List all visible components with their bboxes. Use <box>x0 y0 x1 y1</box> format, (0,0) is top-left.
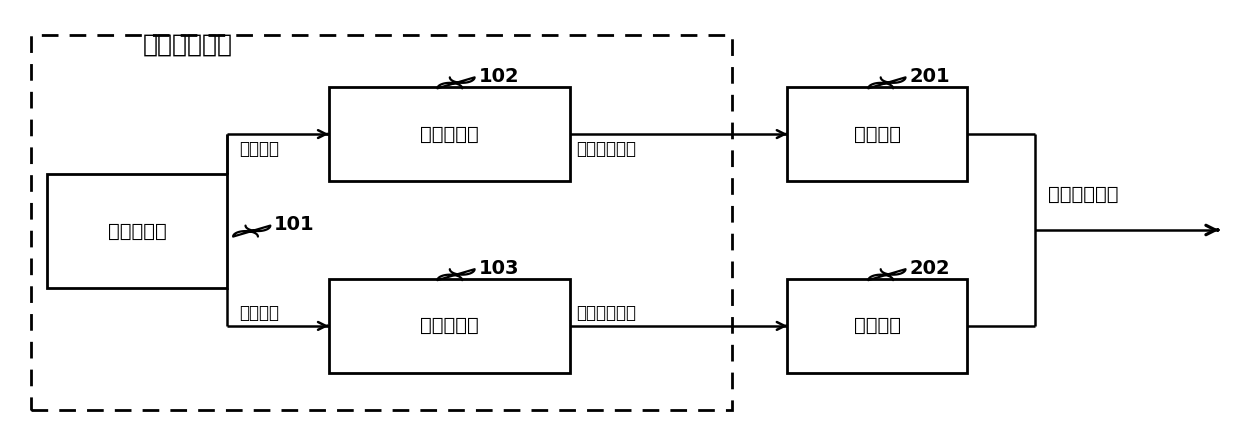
Bar <box>31 35 732 410</box>
Bar <box>787 279 967 373</box>
Text: 纵向磁轭: 纵向磁轭 <box>854 125 900 143</box>
Bar <box>329 87 570 181</box>
Bar <box>329 279 570 373</box>
Text: 桥式放大器: 桥式放大器 <box>420 125 479 143</box>
Text: 激励信号电路: 激励信号电路 <box>143 33 233 57</box>
Text: 103: 103 <box>479 259 518 278</box>
Text: 函数发生器: 函数发生器 <box>108 221 166 241</box>
Text: 低频旋转磁场: 低频旋转磁场 <box>1048 185 1118 204</box>
Text: 201: 201 <box>909 67 950 86</box>
Bar <box>47 174 227 288</box>
Text: 202: 202 <box>909 259 950 278</box>
Bar <box>787 87 967 181</box>
Text: 横向磁轭: 横向磁轭 <box>854 317 900 335</box>
Text: 正弦信号: 正弦信号 <box>239 140 279 158</box>
Text: 桥式放大器: 桥式放大器 <box>420 317 479 335</box>
Text: 余弦功率信号: 余弦功率信号 <box>577 303 636 322</box>
Text: 余弦信号: 余弦信号 <box>239 303 279 322</box>
Text: 102: 102 <box>479 67 520 86</box>
Text: 正弦功率信号: 正弦功率信号 <box>577 140 636 158</box>
Text: 101: 101 <box>274 215 315 234</box>
